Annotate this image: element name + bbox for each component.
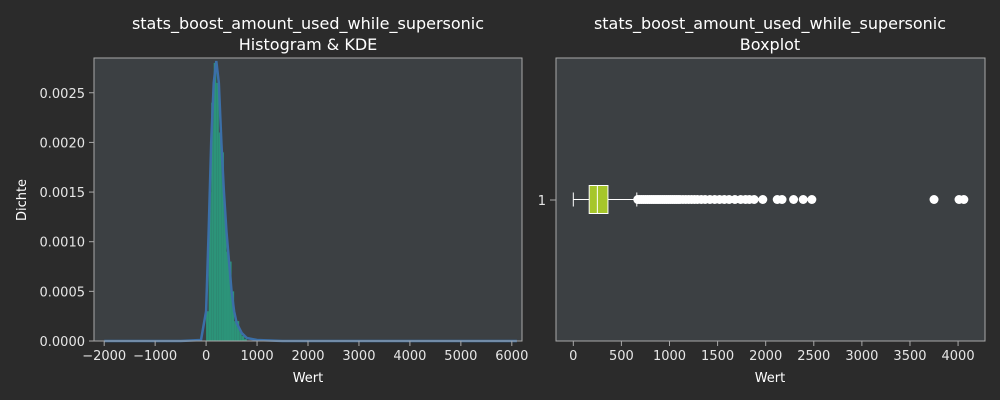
x-tick-label: 3500: [893, 349, 926, 364]
y-tick-label: 0.0010: [40, 236, 86, 251]
boxplot-outlier-point: [758, 195, 768, 204]
histogram-bar: [211, 102, 214, 342]
y-tick-label: 0.0015: [40, 186, 86, 201]
x-tick-label: 2000: [291, 349, 324, 364]
boxplot-category-label: 1: [538, 194, 546, 209]
histogram-bar: [239, 331, 242, 341]
x-tick-label: 3000: [845, 349, 878, 364]
boxplot-outlier-point: [789, 195, 799, 204]
boxplot-subtitle: Boxplot: [740, 35, 800, 54]
x-tick-label: 2500: [797, 349, 830, 364]
x-tick-label: 500: [609, 349, 634, 364]
histogram-bar: [221, 152, 224, 341]
histogram-bar: [241, 336, 245, 341]
x-tick-label: 4000: [393, 349, 426, 364]
x-tick-label: 0: [569, 349, 577, 364]
boxplot-outlier-point: [798, 195, 808, 204]
boxplot-outlier-point: [959, 195, 969, 204]
boxplot-outlier-point: [807, 195, 817, 204]
histogram-bar: [234, 321, 237, 341]
histogram-x-axis-label: Wert: [293, 371, 324, 386]
boxplot-title: stats_boost_amount_used_while_supersonic: [594, 14, 946, 34]
x-tick-label: 1000: [653, 349, 686, 364]
boxplot-body: [572, 185, 638, 214]
x-tick-label: 0: [202, 349, 210, 364]
histogram-bar: [229, 261, 232, 341]
boxplot-y-ticks: 1: [538, 194, 556, 209]
histogram-bar: [244, 339, 247, 341]
boxplot-box: [588, 185, 609, 214]
histogram-bar: [213, 62, 217, 342]
boxplot-outliers: [633, 195, 969, 204]
histogram-y-axis-label: Dichte: [15, 179, 30, 221]
y-tick-label: 0.0020: [40, 136, 86, 151]
x-tick-label: 1500: [701, 349, 734, 364]
boxplot-x-axis-label: Wert: [755, 371, 786, 386]
y-tick-label: 0.0005: [40, 285, 86, 300]
histogram-bar: [206, 311, 209, 341]
x-tick-label: −1000: [133, 349, 177, 364]
boxplot-outlier-point: [749, 195, 759, 204]
x-tick-label: 4000: [942, 349, 975, 364]
histogram-bar: [208, 192, 212, 341]
histogram-y-ticks: 0.0000 0.0005 0.0010 0.0015 0.0020 0.0025: [40, 87, 94, 350]
histogram-bar: [226, 251, 230, 341]
y-tick-label: 0.0000: [40, 335, 86, 350]
y-tick-label: 0.0025: [40, 87, 86, 102]
histogram-bar: [231, 291, 235, 341]
histogram-plot-area: [94, 58, 522, 341]
kde-line: [104, 60, 517, 343]
x-tick-label: 3000: [342, 349, 375, 364]
histogram-x-ticks: −2000 −1000 0 1000 2000 3000 4000 5000 6000: [82, 341, 528, 364]
x-tick-label: −2000: [82, 349, 126, 364]
histogram-bar: [218, 132, 222, 341]
x-tick-label: 5000: [444, 349, 477, 364]
x-tick-label: 2000: [749, 349, 782, 364]
boxplot-outlier-point: [777, 195, 787, 204]
histogram-bar: [223, 211, 227, 341]
histogram-bar: [216, 82, 219, 342]
histogram-subtitle: Histogram & KDE: [239, 35, 378, 54]
x-tick-label: 6000: [495, 349, 528, 364]
x-tick-label: 1000: [241, 349, 274, 364]
histogram-bars: [206, 62, 247, 342]
histogram-panel: −2000 −1000 0 1000 2000 3000 4000 5000 6000 0.00…: [15, 14, 528, 386]
boxplot-panel: 0 500 1000 1500 2000 2500 3000 3500 4000 1 stats…: [538, 14, 986, 386]
histogram-title: stats_boost_amount_used_while_supersonic: [132, 14, 484, 34]
boxplot-x-ticks: 0 500 1000 1500 2000 2500 3000 3500 4000: [569, 341, 975, 364]
boxplot-outlier-point: [929, 195, 939, 204]
histogram-bar: [236, 321, 240, 341]
